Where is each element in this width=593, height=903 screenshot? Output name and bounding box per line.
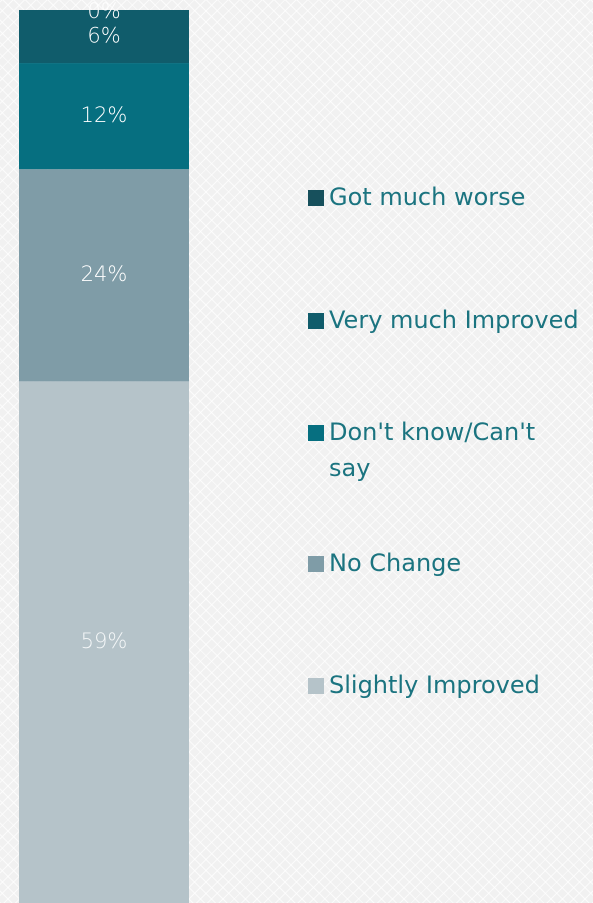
legend-item: Very much Improved <box>308 302 593 338</box>
data-label: 59% <box>81 629 128 653</box>
legend-item: Got much worse <box>308 179 593 215</box>
legend-item: No Change <box>308 545 593 581</box>
legend-item: Slightly Improved <box>308 667 593 703</box>
legend-label: No Change <box>329 549 462 577</box>
legend-swatch <box>308 678 324 694</box>
data-label: 0% <box>87 0 120 23</box>
legend-label: Got much worse <box>329 183 526 211</box>
legend-swatch <box>308 425 324 441</box>
data-label: 12% <box>81 103 128 127</box>
bar-segment <box>19 63 189 170</box>
legend-swatch <box>308 190 324 206</box>
legend-swatch <box>308 313 324 329</box>
bar-segment <box>19 381 189 903</box>
data-label: 6% <box>87 24 120 48</box>
legend-item: Don't know/Can't say <box>308 414 593 486</box>
legend-label: Don't know/Can't say <box>329 418 536 482</box>
legend-label: Slightly Improved <box>329 671 540 699</box>
legend-label: Very much Improved <box>329 306 579 334</box>
chart: 59% 24% 12% 6%0% <box>19 0 189 903</box>
legend-swatch <box>308 556 324 572</box>
bar-segment <box>19 169 189 382</box>
bar-segment <box>19 10 189 64</box>
data-label: 24% <box>81 262 128 286</box>
